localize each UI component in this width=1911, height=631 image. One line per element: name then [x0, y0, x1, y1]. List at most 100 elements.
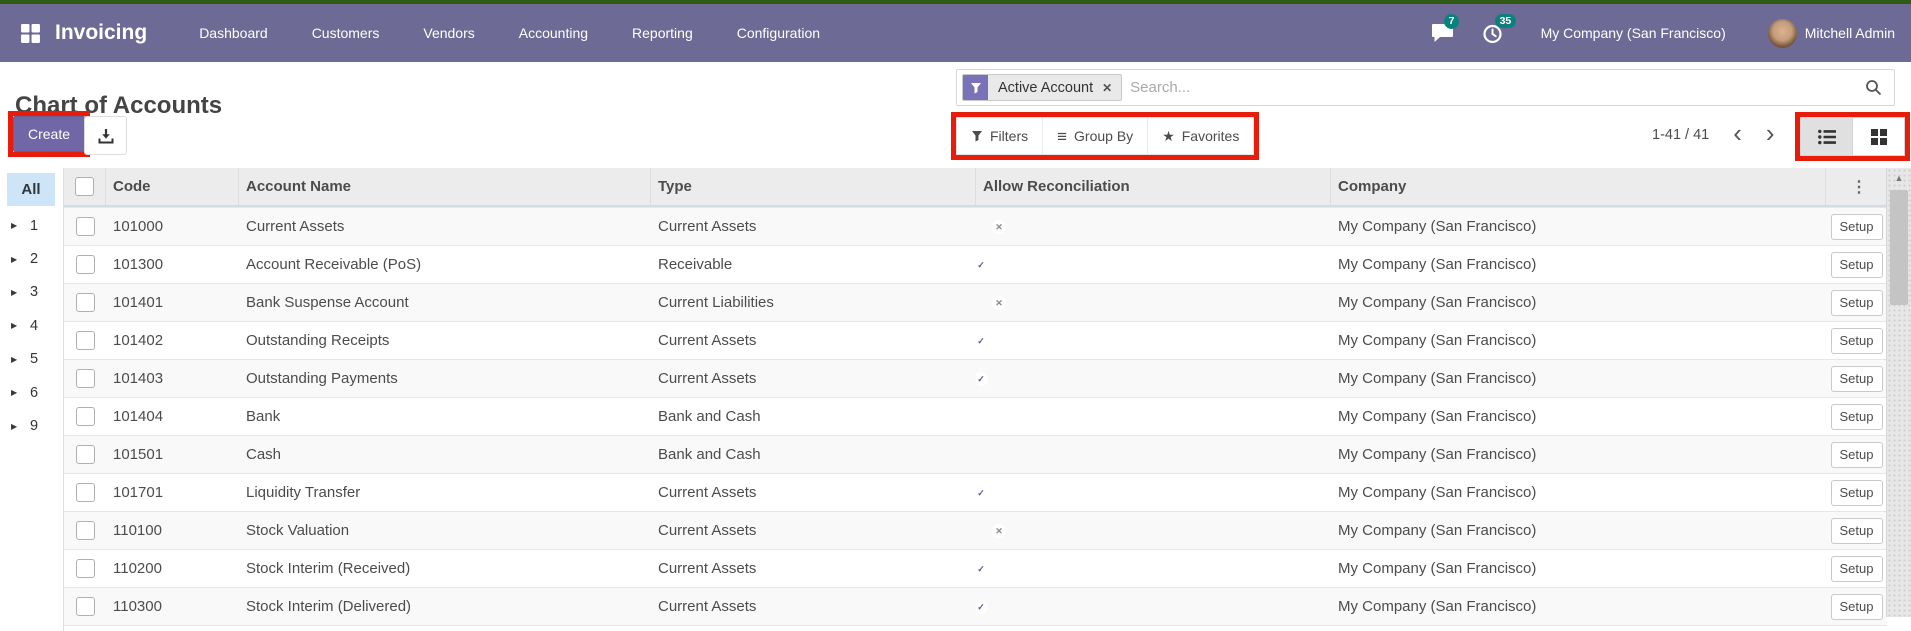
top-menu-customers[interactable]: Customers	[311, 25, 380, 41]
create-button[interactable]: Create	[13, 116, 86, 152]
table-row-101300[interactable]: 101300 Account Receivable (PoS) Receivable…	[64, 245, 1887, 283]
row-checkbox[interactable]	[75, 331, 95, 350]
favorites-button[interactable]: ★ Favorites	[1147, 118, 1254, 154]
cell-type: Current Assets	[658, 218, 757, 235]
setup-button[interactable]: Setup	[1830, 251, 1883, 278]
company-switcher[interactable]: My Company (San Francisco)	[1540, 25, 1726, 41]
sidebar-group-2[interactable]: ▶ 2	[0, 242, 63, 275]
row-checkbox[interactable]	[75, 217, 95, 236]
search-input[interactable]	[1122, 79, 1865, 96]
table-row-101501[interactable]: 101501 Cash Bank and Cash My Company (San F…	[64, 435, 1887, 473]
setup-button[interactable]: Setup	[1830, 213, 1883, 240]
cell-allow-reconciliation: ✓	[976, 560, 1331, 577]
top-menu-dashboard[interactable]: Dashboard	[199, 25, 268, 41]
top-navbar: Invoicing Dashboard Customers Vendors Accou…	[0, 4, 1911, 62]
table-row-110200[interactable]: 110200 Stock Interim (Received) Current As…	[64, 549, 1887, 587]
header-code[interactable]: Code	[106, 168, 239, 205]
table-row-101000[interactable]: 101000 Current Assets Current Assets ✕ My Co…	[64, 207, 1887, 245]
cell-company: My Company (San Francisco)	[1338, 484, 1537, 501]
user-menu[interactable]: Mitchell Admin	[1804, 25, 1895, 41]
setup-button[interactable]: Setup	[1830, 289, 1883, 316]
sidebar-group-3[interactable]: ▶ 3	[0, 276, 63, 309]
group-by-icon: ≡	[1057, 126, 1068, 146]
table-row-101401[interactable]: 101401 Bank Suspense Account Current Liabi…	[64, 283, 1887, 321]
scroll-up-icon[interactable]: ▲	[1894, 173, 1904, 183]
expand-caret-icon[interactable]: ▶	[11, 221, 18, 231]
table-row-110300[interactable]: 110300 Stock Interim (Delivered) Current A…	[64, 587, 1887, 625]
app-name[interactable]: Invoicing	[55, 21, 148, 44]
scrollbar-thumb[interactable]	[1890, 190, 1908, 305]
table-row-101701[interactable]: 101701 Liquidity Transfer Current Assets ✓ M…	[64, 473, 1887, 511]
toggle-x-icon: ✕	[992, 524, 1006, 538]
row-checkbox[interactable]	[75, 407, 95, 426]
vertical-scrollbar[interactable]: ▲	[1886, 168, 1911, 617]
activities-button[interactable]: 35	[1482, 13, 1517, 44]
cell-setup: Setup	[1826, 441, 1887, 468]
setup-button[interactable]: Setup	[1830, 403, 1883, 430]
setup-button[interactable]: Setup	[1830, 593, 1883, 620]
export-download-icon	[98, 128, 114, 144]
cell-code: 101000	[113, 218, 164, 235]
row-checkbox[interactable]	[75, 597, 95, 616]
setup-button[interactable]: Setup	[1830, 441, 1883, 468]
table-row-101402[interactable]: 101402 Outstanding Receipts Current Assets…	[64, 321, 1887, 359]
user-avatar[interactable]	[1767, 18, 1797, 48]
group-by-button[interactable]: ≡ Group By	[1042, 118, 1148, 154]
cell-account-name: Account Receivable (PoS)	[246, 256, 422, 273]
sidebar-group-9[interactable]: ▶ 9	[0, 409, 63, 442]
expand-caret-icon[interactable]: ▶	[11, 388, 18, 398]
optional-columns-icon[interactable]: ⋮	[1851, 178, 1867, 196]
expand-caret-icon[interactable]: ▶	[11, 287, 18, 297]
top-menu-reporting[interactable]: Reporting	[632, 25, 693, 41]
facet-remove-icon[interactable]: ✕	[1102, 80, 1113, 95]
setup-button[interactable]: Setup	[1830, 555, 1883, 582]
pager-next-icon[interactable]: ›	[1765, 118, 1775, 148]
table-row-110100[interactable]: 110100 Stock Valuation Current Assets ✕ My C…	[64, 511, 1887, 549]
row-checkbox[interactable]	[75, 483, 95, 502]
table-row-101404[interactable]: 101404 Bank Bank and Cash My Company (San F…	[64, 397, 1887, 435]
row-checkbox[interactable]	[75, 559, 95, 578]
expand-caret-icon[interactable]: ▶	[11, 354, 18, 364]
sidebar-group-4[interactable]: ▶ 4	[0, 309, 63, 342]
row-checkbox[interactable]	[75, 293, 95, 312]
row-checkbox[interactable]	[75, 521, 95, 540]
top-menu-accounting[interactable]: Accounting	[518, 25, 589, 41]
row-select-cell	[64, 407, 106, 426]
top-menu-configuration[interactable]: Configuration	[736, 25, 821, 41]
sidebar-group-1[interactable]: ▶ 1	[0, 209, 63, 242]
setup-button[interactable]: Setup	[1830, 365, 1883, 392]
expand-caret-icon[interactable]: ▶	[11, 321, 18, 331]
toggle-check-icon: ✓	[976, 600, 988, 614]
header-company[interactable]: Company	[1331, 168, 1826, 205]
cell-code: 101403	[113, 370, 164, 387]
export-button[interactable]	[84, 116, 127, 155]
setup-button[interactable]: Setup	[1830, 327, 1883, 354]
row-checkbox[interactable]	[75, 369, 95, 388]
messages-button[interactable]: 7	[1431, 14, 1460, 43]
row-checkbox[interactable]	[75, 445, 95, 464]
top-menu-vendors[interactable]: Vendors	[423, 25, 475, 41]
kanban-view-button[interactable]	[1853, 117, 1905, 156]
expand-caret-icon[interactable]: ▶	[11, 421, 18, 431]
header-type[interactable]: Type	[651, 168, 976, 205]
favorites-star-icon: ★	[1162, 128, 1175, 144]
cell-code: 101401	[113, 294, 164, 311]
filters-button[interactable]: Filters	[957, 118, 1043, 154]
setup-button[interactable]: Setup	[1830, 479, 1883, 506]
cell-allow-reconciliation: ✕	[976, 294, 1331, 311]
apps-menu-button[interactable]	[18, 21, 42, 45]
table-row-101403[interactable]: 101403 Outstanding Payments Current Assets…	[64, 359, 1887, 397]
select-all-checkbox[interactable]	[75, 177, 94, 196]
sidebar-group-6[interactable]: ▶ 6	[0, 376, 63, 409]
expand-caret-icon[interactable]: ▶	[11, 254, 18, 264]
setup-button[interactable]: Setup	[1830, 517, 1883, 544]
pager-previous-icon[interactable]: ‹	[1733, 118, 1742, 148]
header-account-name[interactable]: Account Name	[239, 168, 651, 205]
search-icon[interactable]	[1865, 79, 1882, 96]
sidebar-item-all[interactable]: All	[7, 173, 55, 206]
header-allow-reconciliation[interactable]: Allow Reconciliation	[976, 168, 1331, 205]
top-menus: Dashboard Customers Vendors Accounting Repor…	[199, 25, 820, 41]
row-checkbox[interactable]	[75, 255, 95, 274]
list-view-button[interactable]	[1800, 117, 1853, 156]
sidebar-group-5[interactable]: ▶ 5	[0, 343, 63, 376]
